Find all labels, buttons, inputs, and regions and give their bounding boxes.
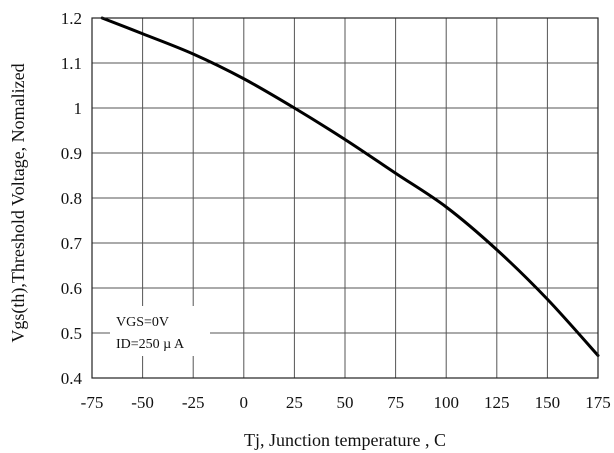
- x-tick-label: 25: [286, 393, 303, 412]
- y-tick-label: 0.7: [61, 234, 83, 253]
- x-tick-label: 150: [535, 393, 561, 412]
- annotation-id: ID=250 µ A: [116, 337, 185, 352]
- series-layer: [100, 16, 600, 357]
- plot-frame: [91, 17, 599, 379]
- y-tick-labels: 0.4 0.5 0.6 0.7 0.8 0.9 1 1.1 1.2: [61, 9, 83, 388]
- x-tick-label: 50: [337, 393, 354, 412]
- x-tick-label: 75: [387, 393, 404, 412]
- x-tick-labels: -75 -50 -25 0 25 50 75 100 125 150 175: [81, 393, 611, 412]
- y-tick-label: 0.8: [61, 189, 82, 208]
- y-tick-label: 0.5: [61, 324, 82, 343]
- x-axis-title: Tj, Junction temperature , C: [244, 430, 446, 450]
- x-tick-label: 100: [433, 393, 459, 412]
- y-tick-label: 0.6: [61, 279, 82, 298]
- annotation-background: [110, 306, 210, 356]
- y-tick-label: 1: [74, 99, 83, 118]
- annotation-box: VGS=0V ID=250 µ A: [110, 306, 210, 356]
- y-tick-label: 0.9: [61, 144, 82, 163]
- x-tick-label: 175: [585, 393, 611, 412]
- y-axis-title: Vgs(th),Threshold Voltage, Nomalized: [8, 63, 29, 342]
- x-tick-label: -25: [182, 393, 205, 412]
- x-tick-label: -75: [81, 393, 104, 412]
- x-tick-label: 0: [240, 393, 249, 412]
- annotation-vgs: VGS=0V: [116, 315, 169, 330]
- y-tick-label: 0.4: [61, 369, 83, 388]
- x-tick-label: -50: [131, 393, 154, 412]
- y-tick-label: 1.2: [61, 9, 82, 28]
- x-tick-label: 125: [484, 393, 510, 412]
- y-tick-label: 1.1: [61, 54, 82, 73]
- series-line-0: [100, 16, 600, 357]
